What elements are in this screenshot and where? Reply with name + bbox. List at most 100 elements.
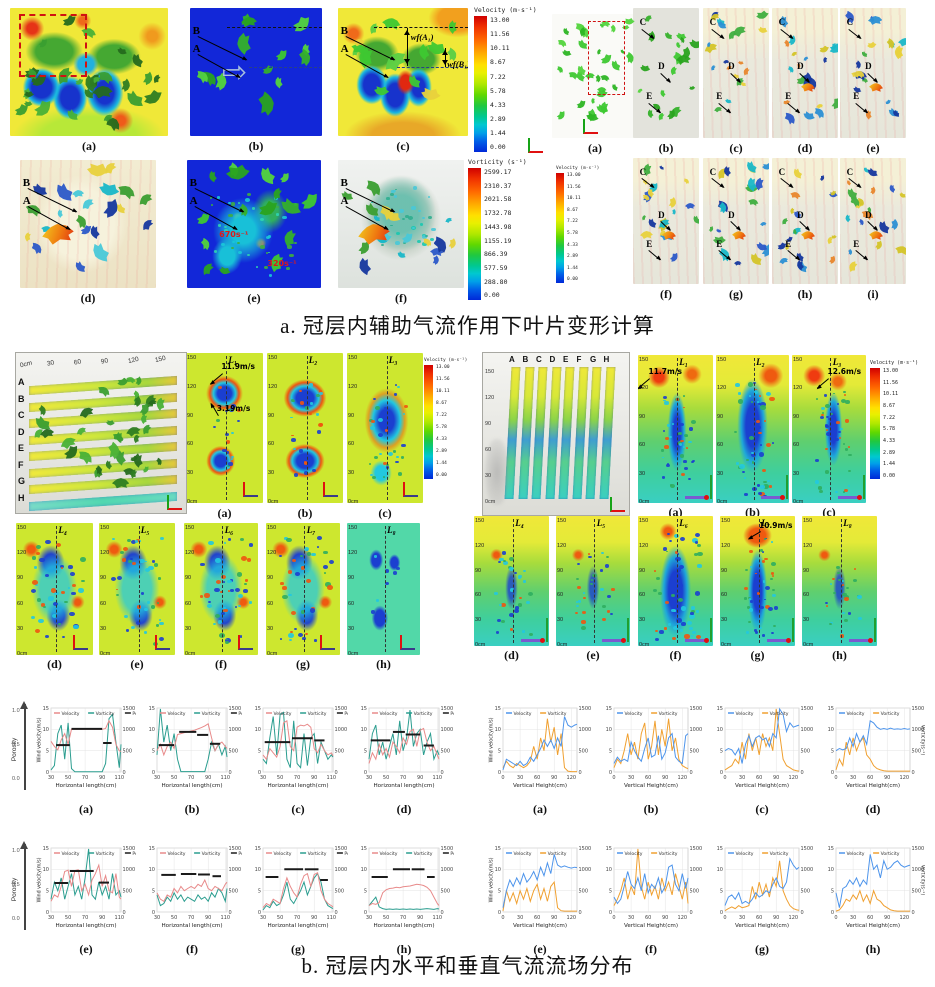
leaf-icon xyxy=(830,95,838,111)
turbulence-speckle xyxy=(287,570,293,574)
turbulence-speckle xyxy=(503,559,506,563)
turbulence-speckle xyxy=(690,610,695,614)
leaf-icon xyxy=(725,98,733,105)
axis-tick-label: 90 xyxy=(185,575,192,582)
leaf-icon xyxy=(745,159,759,175)
legend-label: Porosity xyxy=(132,711,136,717)
legend-label: Vorticity xyxy=(414,851,433,857)
turbulence-speckle xyxy=(744,493,748,496)
legend-label: Porosity xyxy=(344,851,348,857)
chart-caption: (h) xyxy=(396,942,412,956)
contour-y-axis: 150 120 90 60 30 0cm xyxy=(17,523,27,655)
turbulence-speckle xyxy=(375,599,379,602)
ruler-label: 90 xyxy=(100,357,109,366)
y2-tick-label: 1500 xyxy=(690,846,703,852)
turbulence-speckle xyxy=(427,195,431,198)
slice-line-label: L₇ xyxy=(761,518,770,528)
turbulence-speckle xyxy=(293,473,299,478)
reference-dash-line xyxy=(226,27,322,29)
turbulence-speckle xyxy=(134,540,139,544)
turbulence-speckle xyxy=(311,469,316,473)
turbulence-speckle xyxy=(741,470,745,474)
velocity-series xyxy=(613,732,689,765)
leaf-icon xyxy=(208,170,217,183)
turbulence-speckle xyxy=(326,585,333,590)
turbulence-speckle xyxy=(220,620,225,625)
chart-horizontal-b: 30 50 70 90 110 0 5 10 15 0 500 1000 1500 Velocity Vor… xyxy=(142,700,257,817)
turbulence-speckle xyxy=(683,460,687,463)
leaf-icon xyxy=(72,190,84,198)
y-tick-label: 5 xyxy=(720,749,723,755)
turbulence-speckle xyxy=(393,195,398,199)
leaf-icon xyxy=(891,219,899,231)
panel-label: (g) xyxy=(750,648,765,662)
turbulence-speckle xyxy=(575,577,579,581)
annotation-arrow-icon xyxy=(648,249,661,261)
panel-label: (i) xyxy=(867,287,879,301)
turbulence-speckle xyxy=(758,395,762,398)
legend-label: Vorticity xyxy=(659,851,678,857)
y2-tick-label: 500 xyxy=(441,749,451,755)
velocity-annotation: 11.7m/s xyxy=(648,366,683,376)
turbulence-speckle xyxy=(523,569,527,573)
y2-tick-label: 1500 xyxy=(690,706,703,712)
chart-caption: (g) xyxy=(291,942,305,956)
turbulence-speckle xyxy=(379,453,382,456)
colorbar-ticks: 2599.17 2310.37 2021.58 1732.78 1443.98 1155.… xyxy=(484,168,511,300)
leaf-icon xyxy=(274,47,290,62)
turbulence-speckle xyxy=(845,586,849,590)
turbulence-speckle xyxy=(674,534,680,539)
leaf-icon xyxy=(358,256,372,276)
velocity-series xyxy=(262,871,334,909)
colorbar-tick: 5.78 xyxy=(436,425,447,431)
turbulence-speckle xyxy=(35,584,38,587)
legend-label: Vorticity xyxy=(96,851,115,857)
y-tick-label: 10 xyxy=(255,727,261,733)
colorbar-body: 13.00 11.56 10.11 8.67 7.22 5.78 4.33 2.89 1.44 0… xyxy=(870,368,932,479)
double-arrow-icon xyxy=(441,47,448,67)
turbulence-speckle xyxy=(40,603,46,607)
turbulence-speckle xyxy=(695,634,701,639)
turbulence-speckle xyxy=(818,490,823,494)
annotation-arrow-icon xyxy=(855,102,868,114)
y-tick-label: 15 xyxy=(43,706,49,712)
axis-tick-label: 150 xyxy=(721,518,731,524)
chart-caption: (e) xyxy=(79,942,93,956)
slice-label: A xyxy=(18,377,25,387)
turbulence-speckle xyxy=(688,626,693,630)
x-tick-label: 90 xyxy=(551,775,557,781)
turbulence-speckle xyxy=(223,608,228,613)
turbulence-speckle xyxy=(400,456,405,460)
chart-caption: (b) xyxy=(643,802,659,816)
turbulence-speckle xyxy=(827,417,831,420)
turbulence-speckle xyxy=(230,588,234,592)
leaf-icon xyxy=(102,113,122,133)
turbulence-speckle xyxy=(684,467,689,471)
turbulence-speckle xyxy=(771,632,774,635)
chart-vertical-e: 0 30 60 90 120 0 5 10 15 0 500 1000 1500 Velocity Vort… xyxy=(488,840,592,957)
colorbar-tick: 10.11 xyxy=(567,196,581,202)
axis-tick-label: 0cm xyxy=(639,498,650,503)
y-tick-label: 0 xyxy=(720,910,723,916)
leaf-icon xyxy=(802,110,816,122)
axis-tick-label: 30 xyxy=(17,625,24,632)
turbulence-speckle xyxy=(199,595,203,598)
turbulence-speckle xyxy=(237,604,242,608)
turbulence-speckle xyxy=(392,571,398,575)
turbulence-speckle xyxy=(602,617,606,621)
turbulence-speckle xyxy=(300,566,306,571)
slice-label: G xyxy=(18,476,26,486)
turbulence-speckle xyxy=(214,613,220,618)
canopy-3d-box-horizontal: 0cm 30 60 90 120 150 A B C D E F G H xyxy=(15,352,187,514)
turbulence-speckle xyxy=(394,560,398,564)
turbulence-speckle xyxy=(232,241,235,244)
turbulence-speckle xyxy=(291,610,297,615)
y-tick-label: 15 xyxy=(606,846,612,852)
leaf-icon xyxy=(874,239,884,251)
axis-tick-label: 120 xyxy=(639,385,649,392)
leaf-icon xyxy=(363,176,384,198)
